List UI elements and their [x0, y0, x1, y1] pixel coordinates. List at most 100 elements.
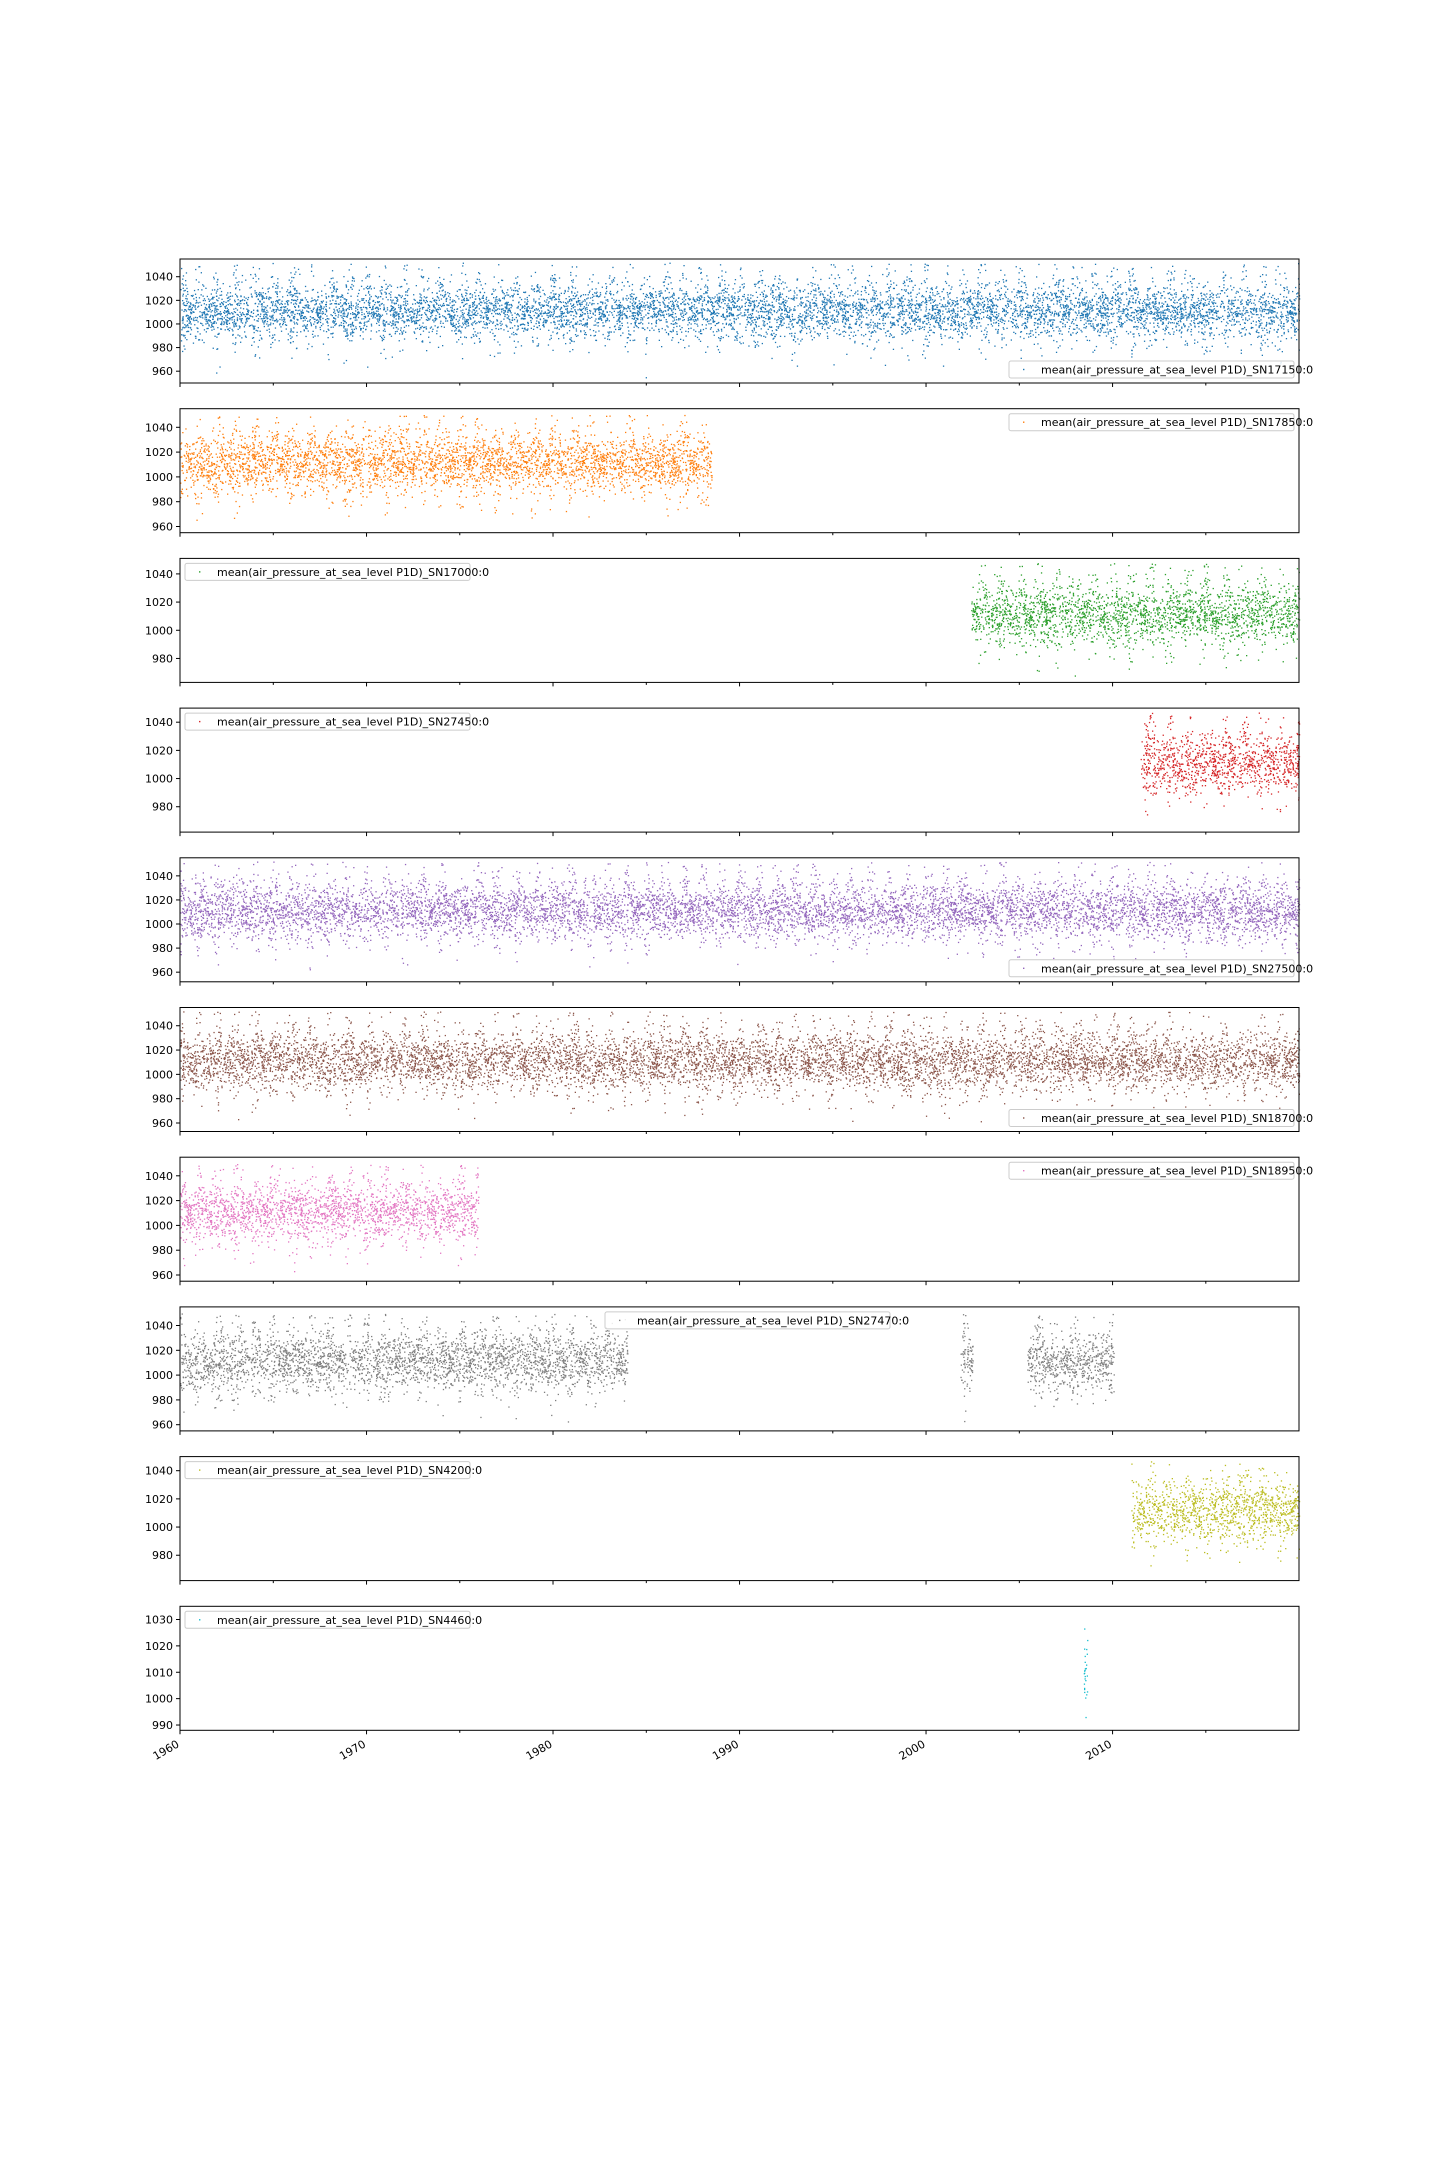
data-point	[1110, 308, 1112, 311]
data-point	[871, 265, 873, 268]
data-point	[1042, 307, 1045, 309]
data-point	[986, 316, 988, 318]
data-point	[917, 304, 920, 306]
data-point	[1139, 309, 1142, 311]
data-point	[810, 307, 812, 309]
data-point	[181, 267, 183, 270]
data-point	[321, 290, 323, 292]
data-point	[188, 305, 191, 307]
data-point	[254, 290, 256, 292]
data-point	[953, 321, 955, 324]
data-point	[482, 326, 484, 329]
data-point	[682, 319, 684, 322]
data-point	[534, 271, 537, 274]
data-point	[838, 334, 840, 336]
data-point	[695, 330, 697, 333]
data-point	[560, 292, 562, 294]
data-point	[665, 321, 667, 323]
data-point	[763, 316, 765, 319]
data-point	[1119, 301, 1121, 304]
data-point	[1130, 319, 1132, 321]
data-point	[671, 300, 674, 302]
data-point	[1024, 321, 1026, 324]
data-point	[383, 338, 385, 341]
data-point	[892, 324, 894, 326]
data-point	[455, 301, 457, 303]
data-point	[804, 320, 807, 322]
data-point	[545, 304, 548, 306]
data-point	[620, 314, 622, 317]
data-point	[1225, 289, 1227, 291]
data-point	[1196, 315, 1199, 317]
data-point	[824, 320, 826, 323]
data-point	[902, 319, 904, 321]
data-point	[509, 336, 511, 338]
data-point	[437, 346, 440, 348]
data-point	[1026, 319, 1029, 321]
data-point	[716, 330, 718, 333]
data-point	[998, 281, 1000, 283]
data-point	[822, 324, 824, 326]
data-point	[227, 304, 229, 306]
data-point	[1015, 325, 1017, 327]
data-point	[442, 322, 444, 324]
data-point	[699, 295, 701, 297]
data-point	[233, 265, 236, 267]
data-point	[950, 324, 952, 327]
data-point	[1041, 315, 1043, 317]
data-point	[258, 268, 261, 270]
data-point	[626, 337, 629, 339]
data-point	[1110, 300, 1112, 302]
data-point	[733, 320, 735, 322]
data-point	[1187, 328, 1189, 331]
data-point	[295, 295, 297, 297]
data-point	[939, 320, 941, 322]
data-point	[493, 311, 496, 313]
data-point	[929, 313, 931, 315]
data-point	[1283, 289, 1285, 292]
data-point	[508, 309, 510, 312]
data-point	[631, 302, 633, 304]
data-point	[912, 286, 914, 289]
data-point	[1024, 318, 1026, 320]
data-point	[643, 302, 645, 304]
data-point	[781, 308, 783, 311]
data-point	[733, 305, 735, 307]
data-point	[846, 353, 848, 355]
data-point	[370, 288, 372, 290]
data-point	[1089, 300, 1091, 302]
data-point	[571, 300, 573, 302]
data-point	[911, 315, 913, 317]
data-point	[244, 324, 246, 326]
data-point	[718, 304, 720, 307]
data-point	[1108, 315, 1110, 317]
data-point	[986, 299, 989, 301]
data-point	[363, 288, 365, 290]
data-point	[975, 298, 977, 300]
data-point	[1241, 289, 1243, 291]
data-point	[229, 285, 231, 288]
data-point	[911, 300, 913, 302]
data-point	[722, 323, 724, 325]
data-point	[181, 334, 183, 336]
data-point	[485, 314, 487, 316]
data-point	[506, 307, 508, 309]
data-point	[1044, 313, 1046, 315]
data-point	[593, 295, 595, 297]
data-point	[1072, 292, 1075, 295]
data-point	[676, 325, 678, 328]
data-point	[575, 322, 578, 325]
data-point	[897, 314, 899, 316]
data-point	[391, 322, 393, 325]
data-point	[1119, 325, 1122, 328]
data-point	[867, 309, 869, 312]
data-point	[929, 334, 931, 337]
data-point	[594, 292, 596, 294]
data-point	[583, 330, 585, 332]
data-point	[404, 321, 406, 323]
data-point	[310, 300, 312, 303]
data-point	[475, 289, 477, 291]
data-point	[283, 310, 285, 312]
data-point	[577, 334, 579, 337]
data-point	[1183, 324, 1185, 326]
